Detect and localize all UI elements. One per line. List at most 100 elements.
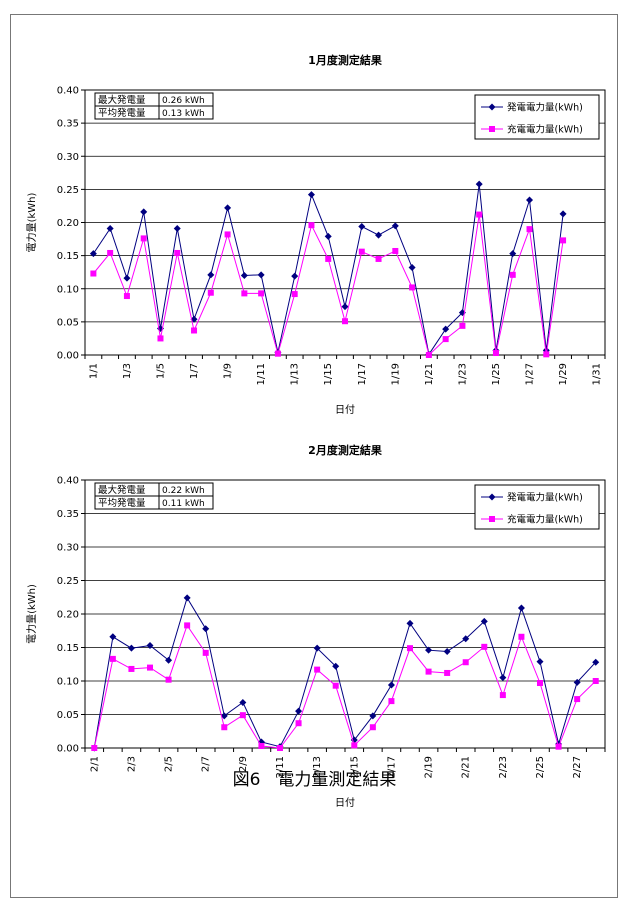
data-point-1 bbox=[173, 224, 181, 232]
data-point-1 bbox=[592, 658, 600, 666]
info-box-label: 平均発電量 bbox=[98, 497, 146, 509]
data-point-2 bbox=[342, 318, 348, 325]
data-point-1 bbox=[358, 222, 366, 230]
series-line-2 bbox=[93, 624, 597, 749]
data-point-1 bbox=[425, 646, 433, 654]
data-point-2 bbox=[221, 724, 228, 731]
x-axis-label: 日付 bbox=[335, 796, 355, 809]
data-point-2 bbox=[444, 669, 451, 676]
y-tick-label: 0.40 bbox=[57, 86, 79, 97]
legend-frame bbox=[474, 94, 600, 140]
data-point-1 bbox=[443, 648, 451, 656]
data-point-2 bbox=[90, 270, 97, 277]
x-tick-label: 2/1 bbox=[89, 756, 100, 772]
legend-swatch-marker bbox=[488, 103, 496, 111]
data-point-2 bbox=[274, 350, 281, 357]
y-axis-label: 電力量(kWh) bbox=[25, 192, 38, 252]
data-point-1 bbox=[573, 678, 581, 686]
data-point-1 bbox=[369, 712, 377, 720]
info-box-label: 平均発電量 bbox=[98, 107, 146, 119]
x-tick-label: 2/17 bbox=[386, 756, 397, 778]
data-point-1 bbox=[559, 210, 567, 218]
y-tick-label: 0.15 bbox=[57, 643, 79, 654]
data-point-2 bbox=[442, 336, 449, 343]
data-point-2 bbox=[107, 249, 114, 256]
info-box-label: 最大発電量 bbox=[98, 484, 146, 496]
data-point-1 bbox=[517, 604, 525, 612]
x-tick-label: 2/5 bbox=[164, 756, 175, 772]
data-point-2 bbox=[560, 237, 567, 244]
legend-swatch-marker bbox=[489, 516, 495, 522]
data-point-1 bbox=[207, 271, 215, 279]
data-point-2 bbox=[392, 247, 399, 254]
data-point-2 bbox=[574, 696, 581, 703]
legend-swatch-marker bbox=[488, 493, 496, 501]
data-point-2 bbox=[592, 678, 599, 684]
y-tick-label: 0.00 bbox=[57, 351, 79, 362]
chart-title: 2月度測定結果 bbox=[308, 443, 382, 457]
data-point-2 bbox=[425, 668, 432, 675]
data-point-1 bbox=[257, 271, 265, 279]
y-tick-label: 0.25 bbox=[57, 576, 79, 587]
data-point-1 bbox=[127, 644, 135, 652]
y-tick-label: 0.15 bbox=[57, 251, 79, 262]
x-tick-label: 1/19 bbox=[390, 363, 401, 385]
data-point-2 bbox=[128, 665, 135, 672]
figure-frame bbox=[10, 14, 618, 898]
data-point-1 bbox=[475, 180, 483, 188]
data-point-2 bbox=[537, 680, 543, 687]
data-point-1 bbox=[442, 325, 450, 333]
data-point-1 bbox=[240, 272, 248, 279]
y-tick-label: 0.00 bbox=[57, 744, 79, 755]
data-point-2 bbox=[407, 645, 413, 652]
x-tick-label: 1/11 bbox=[256, 363, 267, 385]
series-line-1 bbox=[93, 596, 597, 749]
data-point-2 bbox=[174, 249, 181, 256]
data-point-2 bbox=[325, 255, 332, 262]
chart-february: 2月度測定結果 0.00 0.05 0.10 0.15 0.20 0.25 0.30 0.35 0… bbox=[25, 443, 606, 809]
data-point-2 bbox=[123, 293, 130, 300]
data-point-2 bbox=[481, 643, 488, 650]
data-point-2 bbox=[277, 745, 283, 751]
data-point-2 bbox=[258, 742, 265, 749]
chart-january: 1月度測定結果 0.00 0.05 0.10 0.15 0.20 0.25 0.30 0.35 0… bbox=[25, 53, 606, 416]
data-point-1 bbox=[291, 272, 299, 280]
info-box: 最大発電量 0.26 kWh 平均発電量 0.13 kWh bbox=[94, 92, 214, 120]
legend-frame bbox=[474, 484, 600, 530]
x-tick-label: 1/31 bbox=[592, 363, 603, 385]
data-point-1 bbox=[526, 196, 534, 204]
x-tick-label: 2/11 bbox=[275, 756, 286, 778]
data-point-2 bbox=[358, 248, 365, 255]
data-point-2 bbox=[499, 692, 506, 699]
data-point-1 bbox=[406, 619, 414, 627]
info-box-value: 0.13 kWh bbox=[162, 109, 205, 119]
data-point-2 bbox=[258, 290, 265, 297]
data-point-1 bbox=[89, 250, 97, 258]
x-tick-label: 2/21 bbox=[461, 756, 472, 778]
y-tick-label: 0.25 bbox=[57, 185, 79, 196]
data-point-2 bbox=[555, 743, 562, 750]
data-point-1 bbox=[408, 264, 416, 272]
data-point-2 bbox=[308, 222, 315, 229]
x-tick-label: 2/3 bbox=[126, 756, 137, 772]
x-tick-label: 2/23 bbox=[498, 756, 509, 778]
data-point-2 bbox=[518, 633, 525, 640]
y-tick-label: 0.30 bbox=[57, 543, 79, 554]
data-point-2 bbox=[241, 290, 248, 297]
y-tick-label: 0.10 bbox=[57, 284, 79, 295]
x-tick-label: 1/7 bbox=[189, 363, 200, 379]
data-point-1 bbox=[220, 712, 228, 720]
x-tick-label: 1/5 bbox=[155, 363, 166, 379]
data-point-1 bbox=[509, 250, 517, 258]
y-tick-label: 0.10 bbox=[57, 677, 79, 688]
data-point-2 bbox=[369, 724, 376, 731]
data-point-1 bbox=[387, 681, 395, 689]
x-tick-label: 1/3 bbox=[122, 363, 133, 379]
data-point-1 bbox=[106, 224, 114, 232]
data-point-1 bbox=[391, 222, 399, 230]
x-tick-label: 1/1 bbox=[88, 363, 99, 379]
data-point-1 bbox=[109, 633, 117, 641]
y-axis-label: 電力量(kWh) bbox=[25, 584, 38, 644]
data-point-1 bbox=[462, 635, 470, 643]
data-point-2 bbox=[140, 235, 147, 242]
